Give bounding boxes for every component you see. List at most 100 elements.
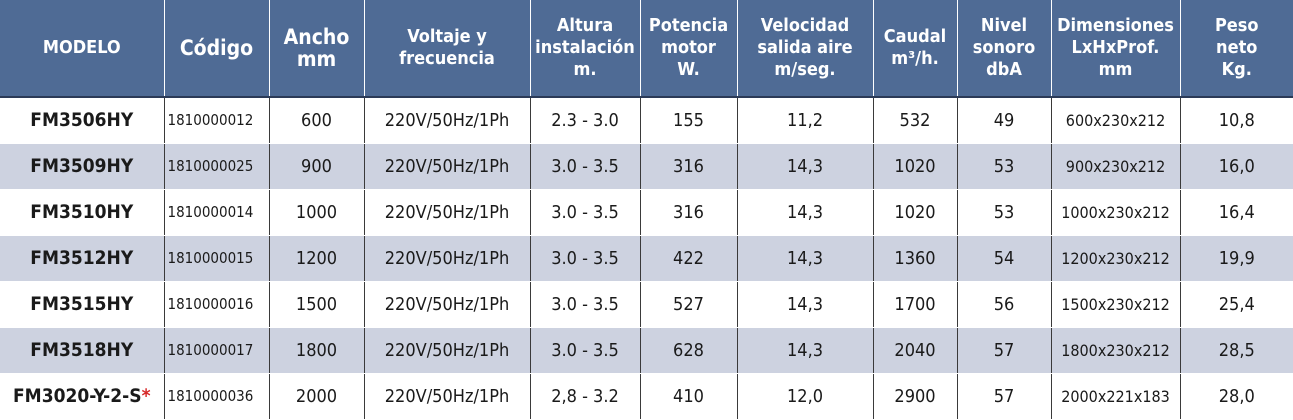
asterisk-mark: * [141, 385, 151, 407]
cell-peso: 28,0 [1179, 373, 1293, 420]
cell-modelo: FM3518HY [0, 327, 164, 374]
cell-modelo: FM3510HY [0, 189, 164, 236]
cell-peso: 16,4 [1179, 189, 1293, 236]
cell-ancho: 900 [268, 143, 364, 190]
header-codigo: Código [163, 0, 269, 97]
cell-velocidad: 11,2 [736, 97, 873, 144]
cell-velocidad: 14,3 [736, 281, 873, 328]
cell-codigo: 1810000016 [163, 281, 269, 328]
cell-nivel: 57 [956, 373, 1051, 420]
header-altura: Altura instalación m. [529, 0, 640, 97]
cell-dimensiones: 1000x230x212 [1050, 189, 1180, 236]
cell-potencia: 316 [639, 189, 737, 236]
cell-codigo: 1810000014 [163, 189, 269, 236]
cell-caudal: 1020 [872, 143, 957, 190]
cell-velocidad: 14,3 [736, 143, 873, 190]
cell-nivel: 56 [956, 281, 1051, 328]
cell-velocidad: 14,3 [736, 235, 873, 282]
header-caudal: Caudal m³/h. [872, 0, 957, 97]
cell-altura: 2,8 - 3.2 [529, 373, 640, 420]
header-potencia: Potencia motor W. [639, 0, 737, 97]
cell-dimensiones: 1800x230x212 [1050, 327, 1180, 374]
cell-modelo: FM3506HY [0, 97, 164, 144]
cell-caudal: 2900 [872, 373, 957, 420]
cell-altura: 3.0 - 3.5 [529, 235, 640, 282]
table-row: FM3506HY 1810000012 600 220V/50Hz/1Ph 2.… [0, 97, 1293, 144]
cell-potencia: 410 [639, 373, 737, 420]
model-name: FM3510HY [30, 201, 134, 223]
cell-codigo: 1810000012 [163, 97, 269, 144]
cell-ancho: 1200 [268, 235, 364, 282]
cell-nivel: 57 [956, 327, 1051, 374]
cell-altura: 3.0 - 3.5 [529, 281, 640, 328]
model-name: FM3518HY [30, 339, 134, 361]
header-voltaje: Voltaje y frecuencia [363, 0, 530, 97]
cell-caudal: 532 [872, 97, 957, 144]
cell-altura: 3.0 - 3.5 [529, 327, 640, 374]
cell-velocidad: 14,3 [736, 189, 873, 236]
cell-ancho: 1800 [268, 327, 364, 374]
model-name: FM3509HY [30, 155, 134, 177]
cell-velocidad: 14,3 [736, 327, 873, 374]
cell-altura: 2.3 - 3.0 [529, 97, 640, 144]
model-name: FM3515HY [30, 293, 134, 315]
table-body: FM3506HY 1810000012 600 220V/50Hz/1Ph 2.… [0, 97, 1293, 420]
cell-dimensiones: 1500x230x212 [1050, 281, 1180, 328]
cell-potencia: 422 [639, 235, 737, 282]
cell-nivel: 49 [956, 97, 1051, 144]
cell-altura: 3.0 - 3.5 [529, 143, 640, 190]
cell-codigo: 1810000015 [163, 235, 269, 282]
header-dimensiones: Dimensiones LxHxProf. mm [1050, 0, 1180, 97]
cell-dimensiones: 900x230x212 [1050, 143, 1180, 190]
header-nivel: Nivel sonoro dbA [956, 0, 1051, 97]
table-row: FM3020-Y-2-S* 1810000036 2000 220V/50Hz/… [0, 373, 1293, 420]
cell-ancho: 1000 [268, 189, 364, 236]
header-peso: Peso neto Kg. [1179, 0, 1293, 97]
cell-voltaje: 220V/50Hz/1Ph [363, 327, 530, 374]
model-name: FM3512HY [30, 247, 134, 269]
header-velocidad: Velocidad salida aire m/seg. [736, 0, 873, 97]
cell-potencia: 316 [639, 143, 737, 190]
cell-peso: 28,5 [1179, 327, 1293, 374]
cell-caudal: 1700 [872, 281, 957, 328]
cell-ancho: 600 [268, 97, 364, 144]
header-ancho: Ancho mm [268, 0, 364, 97]
cell-dimensiones: 600x230x212 [1050, 97, 1180, 144]
cell-modelo: FM3515HY [0, 281, 164, 328]
cell-altura: 3.0 - 3.5 [529, 189, 640, 236]
cell-modelo: FM3020-Y-2-S* [0, 373, 164, 420]
cell-potencia: 527 [639, 281, 737, 328]
cell-peso: 19,9 [1179, 235, 1293, 282]
cell-voltaje: 220V/50Hz/1Ph [363, 373, 530, 420]
model-name: FM3020-Y-2-S [13, 385, 142, 407]
cell-potencia: 628 [639, 327, 737, 374]
cell-caudal: 1360 [872, 235, 957, 282]
table-row: FM3509HY 1810000025 900 220V/50Hz/1Ph 3.… [0, 143, 1293, 190]
cell-modelo: FM3509HY [0, 143, 164, 190]
cell-peso: 25,4 [1179, 281, 1293, 328]
header-modelo: MODELO [0, 0, 164, 97]
cell-voltaje: 220V/50Hz/1Ph [363, 189, 530, 236]
cell-voltaje: 220V/50Hz/1Ph [363, 235, 530, 282]
cell-potencia: 155 [639, 97, 737, 144]
cell-dimensiones: 2000x221x183 [1050, 373, 1180, 420]
table-row: FM3515HY 1810000016 1500 220V/50Hz/1Ph 3… [0, 281, 1293, 328]
cell-peso: 16,0 [1179, 143, 1293, 190]
cell-voltaje: 220V/50Hz/1Ph [363, 97, 530, 144]
cell-nivel: 53 [956, 189, 1051, 236]
cell-caudal: 2040 [872, 327, 957, 374]
table-row: FM3510HY 1810000014 1000 220V/50Hz/1Ph 3… [0, 189, 1293, 236]
cell-ancho: 2000 [268, 373, 364, 420]
cell-modelo: FM3512HY [0, 235, 164, 282]
cell-voltaje: 220V/50Hz/1Ph [363, 281, 530, 328]
model-name: FM3506HY [30, 109, 134, 132]
table-row: FM3518HY 1810000017 1800 220V/50Hz/1Ph 3… [0, 327, 1293, 374]
cell-nivel: 53 [956, 143, 1051, 190]
cell-velocidad: 12,0 [736, 373, 873, 420]
cell-dimensiones: 1200x230x212 [1050, 235, 1180, 282]
table-row: FM3512HY 1810000015 1200 220V/50Hz/1Ph 3… [0, 235, 1293, 282]
header-row: MODELO Código Ancho mm Voltaje y frecuen… [0, 0, 1293, 97]
table-header: MODELO Código Ancho mm Voltaje y frecuen… [0, 0, 1293, 97]
cell-voltaje: 220V/50Hz/1Ph [363, 143, 530, 190]
